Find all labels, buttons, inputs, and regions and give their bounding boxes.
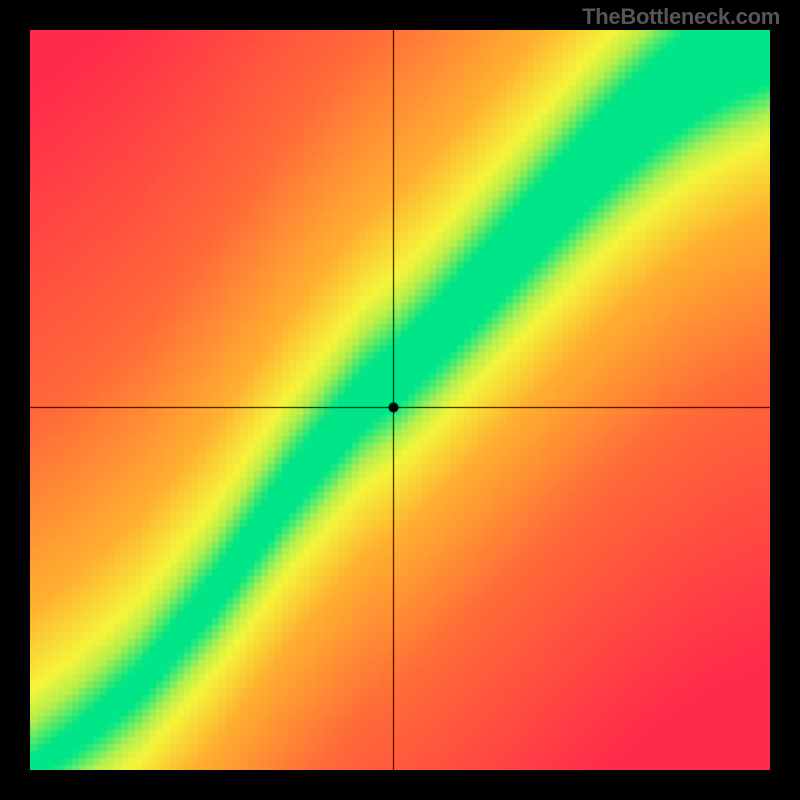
heatmap-chart [30,30,770,770]
heatmap-canvas [30,30,770,770]
watermark-text: TheBottleneck.com [582,4,780,30]
chart-container: TheBottleneck.com [0,0,800,800]
